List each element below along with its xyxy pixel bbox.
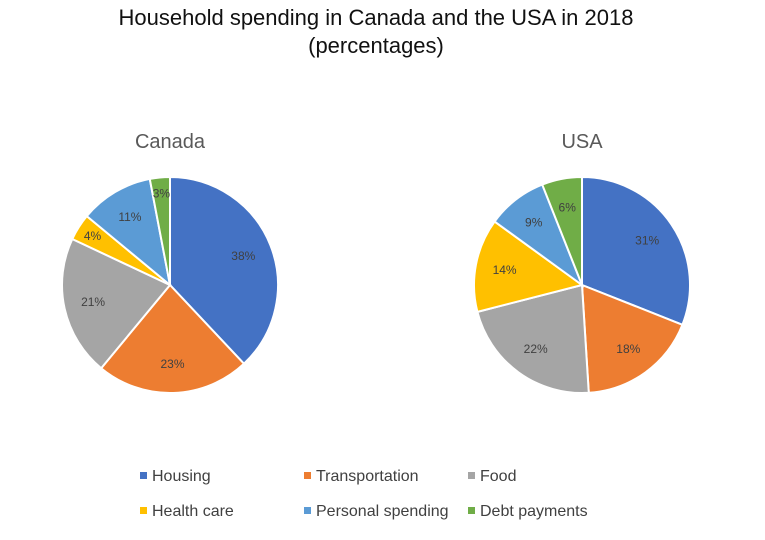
pie-title-canada: Canada <box>135 131 206 153</box>
chart-title: Household spending in Canada and the USA… <box>119 5 634 30</box>
pie-slice-usa-transportation <box>580 283 684 394</box>
pie-slice-canada-housing <box>169 175 279 366</box>
pie-slice-canada-personal-spending <box>85 177 172 288</box>
legend-item-transportation: Transportation <box>304 468 419 485</box>
pie-slices-usa <box>473 175 691 394</box>
pie-slice-usa-debt-payments <box>540 175 583 286</box>
legend-swatch-debt-payments <box>468 507 475 514</box>
data-label-usa-food: 22% <box>524 342 548 356</box>
legend-label-housing: Housing <box>152 468 211 485</box>
legend-item-debt-payments: Debt payments <box>468 503 588 520</box>
data-label-usa-health-care: 14% <box>493 263 517 277</box>
legend-swatch-personal-spending <box>304 507 311 514</box>
legend-label-health-care: Health care <box>152 503 234 520</box>
legend-item-housing: Housing <box>140 468 211 485</box>
chart-legend: Housing Transportation Food Health care Pers… <box>140 468 588 520</box>
legend-item-health-care: Health care <box>140 503 234 520</box>
data-label-usa-personal-spending: 9% <box>525 216 543 230</box>
data-label-canada-transportation: 23% <box>160 357 184 371</box>
legend-label-food: Food <box>480 468 516 485</box>
pie-title-usa: USA <box>561 131 603 153</box>
data-label-usa-debt-payments: 6% <box>559 201 577 215</box>
data-label-canada-housing: 38% <box>231 249 255 263</box>
pie-slices-canada <box>61 175 279 394</box>
data-label-canada-food: 21% <box>81 295 105 309</box>
legend-swatch-food <box>468 472 475 479</box>
legend-swatch-housing <box>140 472 147 479</box>
pie-labels-canada: 38% 23% 21% 4% 11% 3% <box>81 187 256 371</box>
pie-slice-canada-debt-payments <box>148 175 171 286</box>
data-label-canada-health-care: 4% <box>84 229 102 243</box>
legend-item-food: Food <box>468 468 516 485</box>
pie-slice-usa-health-care <box>473 220 585 314</box>
pie-slice-usa-housing <box>581 175 691 327</box>
legend-swatch-transportation <box>304 472 311 479</box>
pie-slice-usa-food <box>476 283 590 394</box>
pie-labels-usa: 31% 18% 22% 14% 9% 6% <box>493 201 660 356</box>
legend-item-personal-spending: Personal spending <box>304 503 449 520</box>
pie-slice-canada-transportation <box>99 283 246 394</box>
data-label-canada-debt-payments: 3% <box>153 187 171 201</box>
data-label-usa-housing: 31% <box>635 234 659 248</box>
legend-label-transportation: Transportation <box>316 468 419 485</box>
data-label-usa-transportation: 18% <box>616 342 640 356</box>
pie-slice-canada-food <box>61 237 172 370</box>
legend-swatch-health-care <box>140 507 147 514</box>
chart-subtitle: (percentages) <box>308 33 444 58</box>
legend-label-debt-payments: Debt payments <box>480 503 588 520</box>
data-label-canada-personal-spending: 11% <box>118 210 141 224</box>
pie-usa: USA 31% 18% 22% 14% 9% 6% <box>473 131 691 394</box>
pie-canada: Canada 38% 23% 21% 4% 11% 3% <box>61 131 279 394</box>
legend-label-personal-spending: Personal spending <box>316 503 449 520</box>
